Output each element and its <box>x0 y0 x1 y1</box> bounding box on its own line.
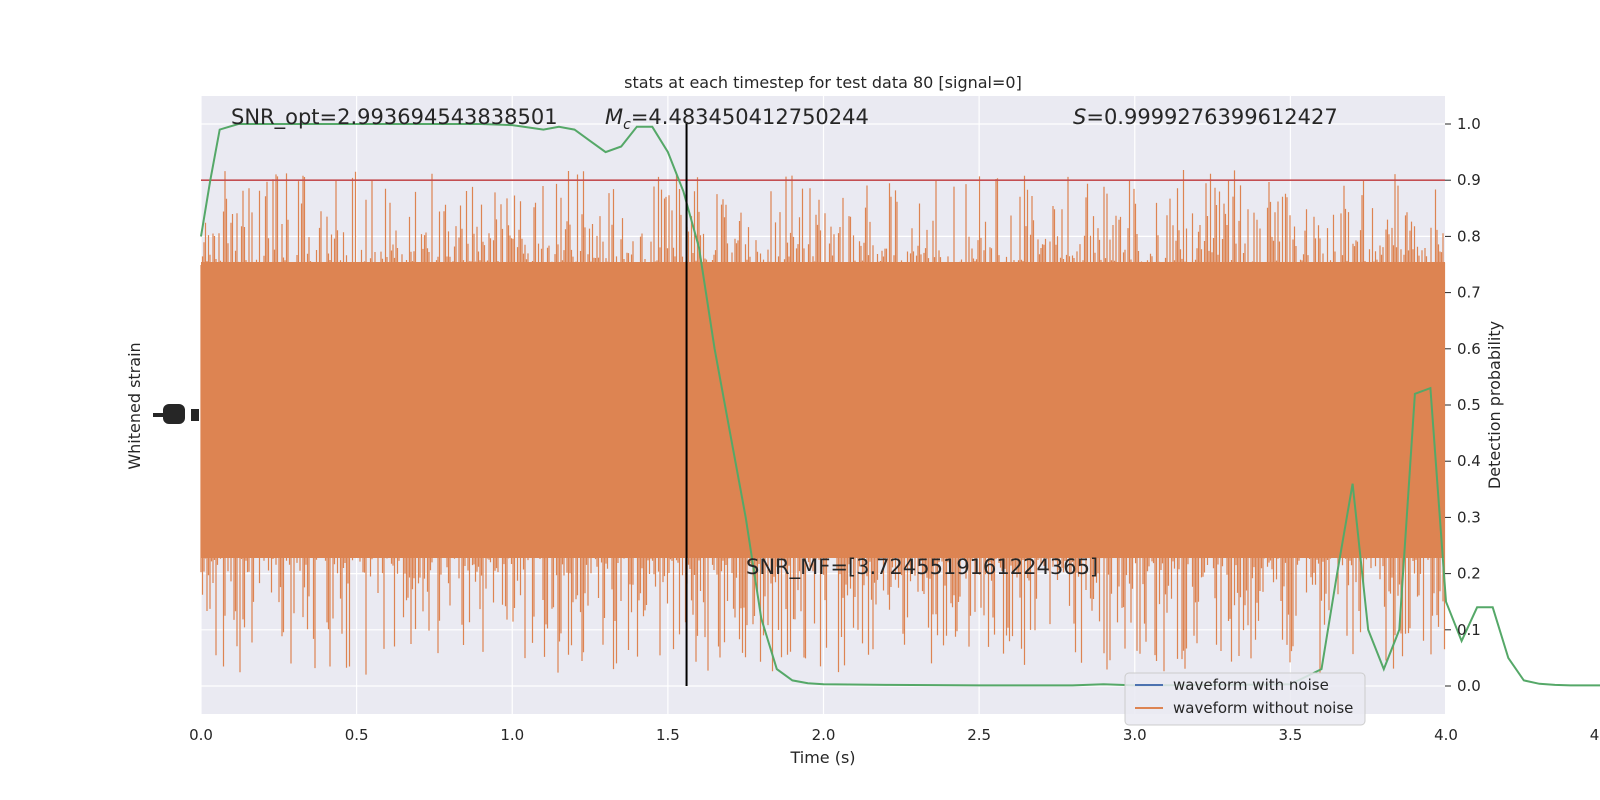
y-tick-label: 0.1 <box>1457 621 1481 639</box>
chirp-mass-value: =4.483450412750244 <box>631 105 869 129</box>
y-tick-label: 1.0 <box>1457 115 1481 133</box>
left-tick-blob <box>191 409 199 421</box>
x-tick-label: 1.5 <box>656 726 680 744</box>
waveform-without-noise-series <box>200 170 1446 675</box>
x-axis-ticks: 0.00.51.01.52.02.53.03.54.04.55.05.56.06… <box>189 726 1600 744</box>
right-y-axis-ticks: 0.0 0.1 0.2 0.3 0.4 0.5 0.6 0.7 0.8 0.9 1.0 <box>1445 115 1481 695</box>
chirp-mass-subscript: c <box>623 117 631 133</box>
chirp-mass-annotation: Mc=4.483450412750244 <box>605 105 869 133</box>
y-tick-label: 0.0 <box>1457 677 1481 695</box>
legend-label-without-noise: waveform without noise <box>1173 699 1353 717</box>
y-tick-label: 0.3 <box>1457 508 1481 526</box>
legend: waveform with noise waveform without noi… <box>1124 672 1366 726</box>
snr-mf-annotation: SNR_MF=[3.7245519161224365] <box>746 555 1098 580</box>
y-tick-label: 0.8 <box>1457 227 1481 245</box>
y-tick-label: 0.6 <box>1457 340 1481 358</box>
overlap-symbol: S <box>1073 105 1086 129</box>
x-tick-label: 0.5 <box>345 726 369 744</box>
chart-title: stats at each timestep for test data 80 … <box>624 73 1022 92</box>
left-y-axis-label: Whitened strain <box>125 342 144 469</box>
overlap-value: =0.9999276399612427 <box>1086 105 1337 129</box>
x-tick-label: 4.5 <box>1590 726 1600 744</box>
x-tick-label: 2.0 <box>812 726 836 744</box>
left-y-axis-ticks <box>153 404 199 424</box>
left-tick-blob <box>153 413 163 417</box>
x-tick-label: 0.0 <box>189 726 213 744</box>
x-tick-label: 4.0 <box>1434 726 1458 744</box>
x-tick-label: 2.5 <box>967 726 991 744</box>
x-tick-label: 3.5 <box>1278 726 1302 744</box>
probability-series-group <box>200 123 1600 687</box>
chirp-mass-symbol: M <box>605 105 623 129</box>
x-tick-label: 3.0 <box>1123 726 1147 744</box>
y-tick-label: 0.7 <box>1457 284 1481 302</box>
detection-probability-line <box>200 123 1600 687</box>
overlap-annotation: S=0.9999276399612427 <box>1073 105 1338 129</box>
y-tick-label: 0.5 <box>1457 396 1481 414</box>
y-tick-label: 0.4 <box>1457 452 1481 470</box>
x-axis-label: Time (s) <box>789 748 855 767</box>
y-tick-label: 0.2 <box>1457 565 1481 583</box>
snr-opt-annotation: SNR_opt=2.993694543838501 <box>231 105 558 130</box>
legend-label-with-noise: waveform with noise <box>1173 676 1329 694</box>
legend-box <box>1124 672 1366 726</box>
x-tick-label: 1.0 <box>500 726 524 744</box>
right-y-axis-label: Detection probability <box>1485 321 1504 489</box>
waveform-spikes <box>200 170 1446 675</box>
y-tick-label: 0.9 <box>1457 171 1481 189</box>
left-tick-blob <box>163 404 185 424</box>
